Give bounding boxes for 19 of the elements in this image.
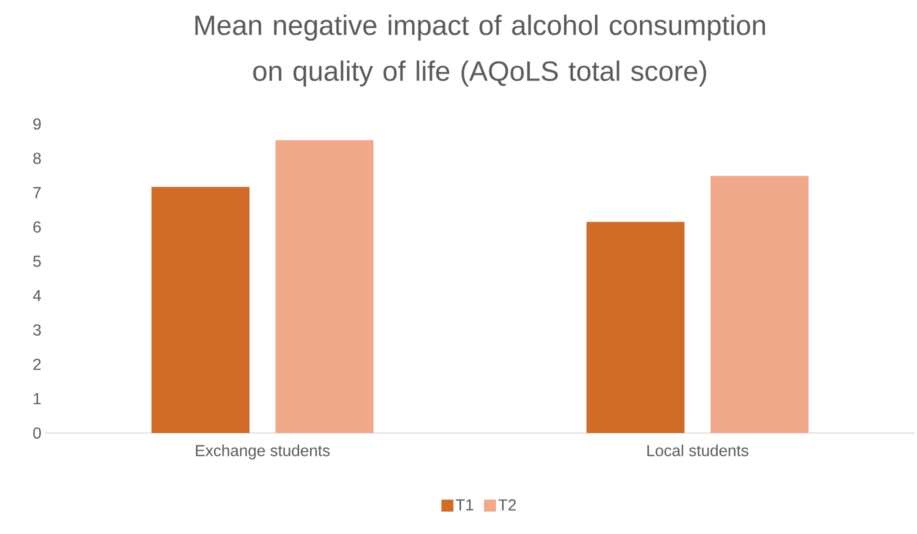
x-tick-label: Exchange students bbox=[196, 444, 330, 460]
y-tick-label: 6 bbox=[33, 221, 41, 233]
y-tick-label: 4 bbox=[32, 290, 42, 302]
bar bbox=[586, 222, 685, 433]
y-tick-label: 8 bbox=[33, 152, 41, 164]
legend-label: T1 bbox=[456, 499, 474, 510]
y-tick-label: 0 bbox=[33, 427, 41, 439]
y-tick-label: 7 bbox=[33, 187, 41, 198]
chart-title: Mean negative impact of alcohol consumption on quality of life (AQoLS total score) bbox=[195, 14, 765, 86]
bar bbox=[152, 186, 250, 433]
y-tick-label: 1 bbox=[34, 393, 41, 404]
bar bbox=[276, 140, 374, 433]
x-tick-label: Local students bbox=[647, 444, 748, 456]
bar bbox=[710, 176, 809, 433]
legend-label: T2 bbox=[498, 499, 516, 510]
y-tick-label: 3 bbox=[33, 324, 41, 336]
y-tick-label: 9 bbox=[33, 118, 41, 130]
y-tick-label: 5 bbox=[33, 256, 41, 267]
y-tick-label: 2 bbox=[33, 358, 41, 370]
